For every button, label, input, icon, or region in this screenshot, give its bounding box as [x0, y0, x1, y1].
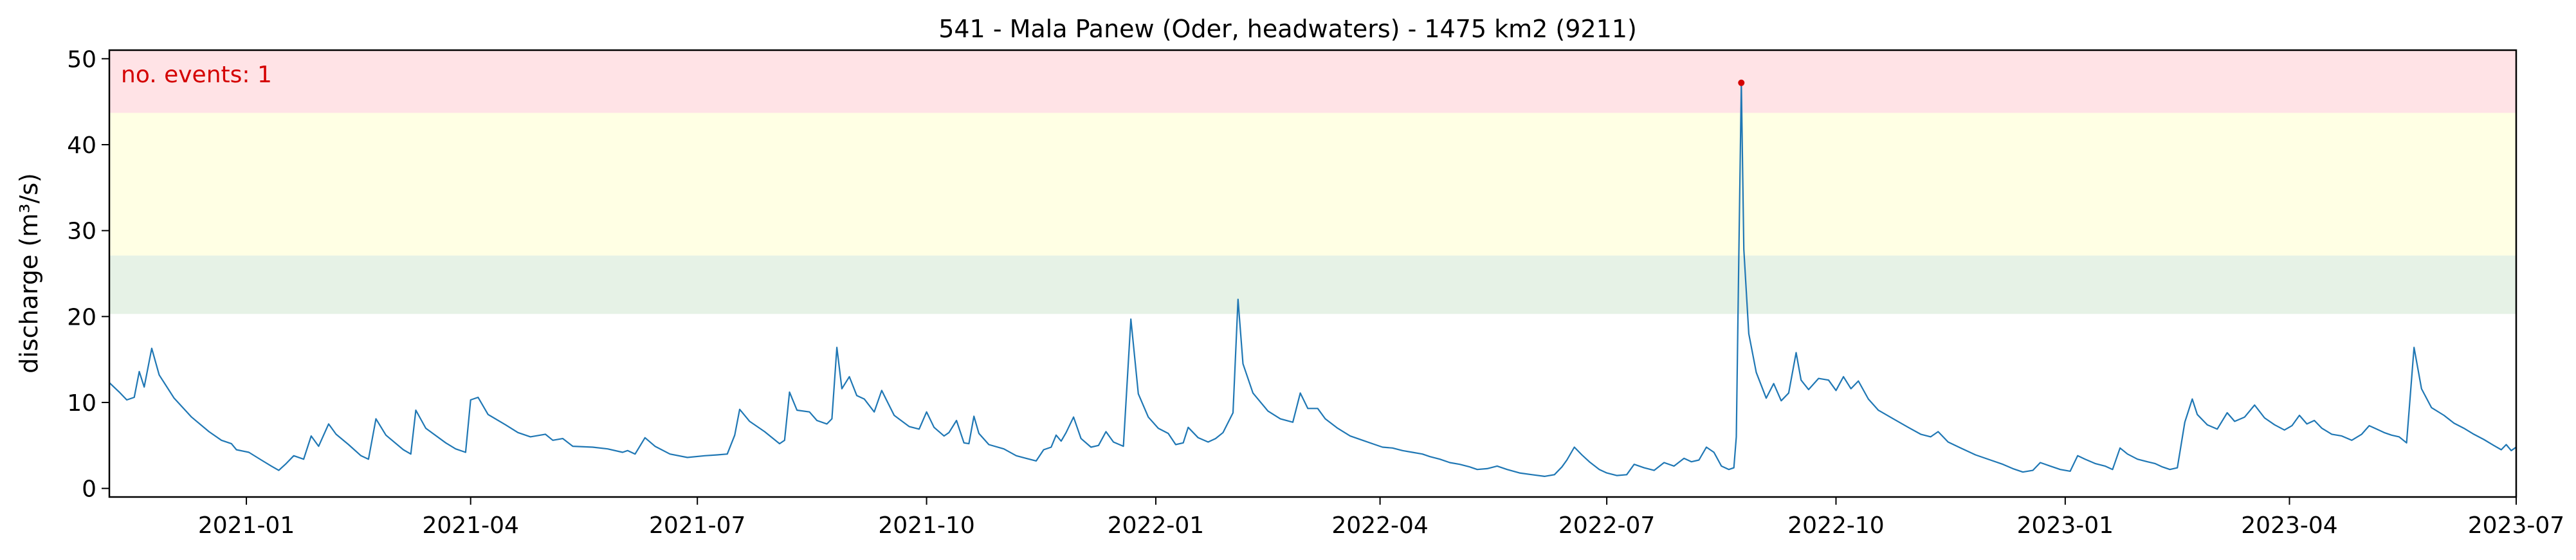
- x-tick-label: 2023-04: [2241, 512, 2337, 539]
- threshold-bands: [109, 50, 2516, 314]
- y-tick-label: 10: [67, 390, 96, 417]
- y-axis-ticks: 0 10 20 30 40 50: [67, 46, 109, 503]
- x-tick-label: 2021-10: [878, 512, 974, 539]
- threshold-band-2: [109, 113, 2516, 256]
- events-annotation: no. events: 1: [121, 62, 272, 88]
- threshold-band-3: [109, 50, 2516, 113]
- event-markers: [1738, 79, 1745, 86]
- x-tick-label: 2021-04: [422, 512, 518, 539]
- plot-frame: [108, 49, 2517, 498]
- x-tick-label: 2021-07: [649, 512, 745, 539]
- chart-title: 541 - Mala Panew (Oder, headwaters) - 14…: [938, 15, 1637, 43]
- x-tick-label: 2022-07: [1558, 512, 1655, 539]
- y-tick-label: 40: [67, 132, 96, 159]
- y-tick-label: 50: [67, 46, 96, 73]
- x-tick-label: 2022-10: [1787, 512, 1884, 539]
- threshold-band-1: [109, 255, 2516, 314]
- x-tick-label: 2023-07: [2468, 512, 2564, 539]
- x-tick-label: 2021-01: [198, 512, 295, 539]
- y-axis-label: discharge (m³/s): [15, 173, 43, 374]
- y-tick-label: 20: [67, 304, 96, 330]
- y-tick-label: 0: [82, 476, 96, 503]
- x-tick-label: 2023-01: [2017, 512, 2114, 539]
- x-tick-label: 2022-01: [1108, 512, 1204, 539]
- series-line: [109, 82, 2517, 477]
- event-marker: [1738, 79, 1745, 86]
- y-tick-label: 30: [67, 219, 96, 245]
- x-axis-ticks: 2021-01 2021-04 2021-07 2021-10 2022-01 2022-…: [198, 497, 2564, 539]
- x-tick-label: 2022-04: [1331, 512, 1428, 539]
